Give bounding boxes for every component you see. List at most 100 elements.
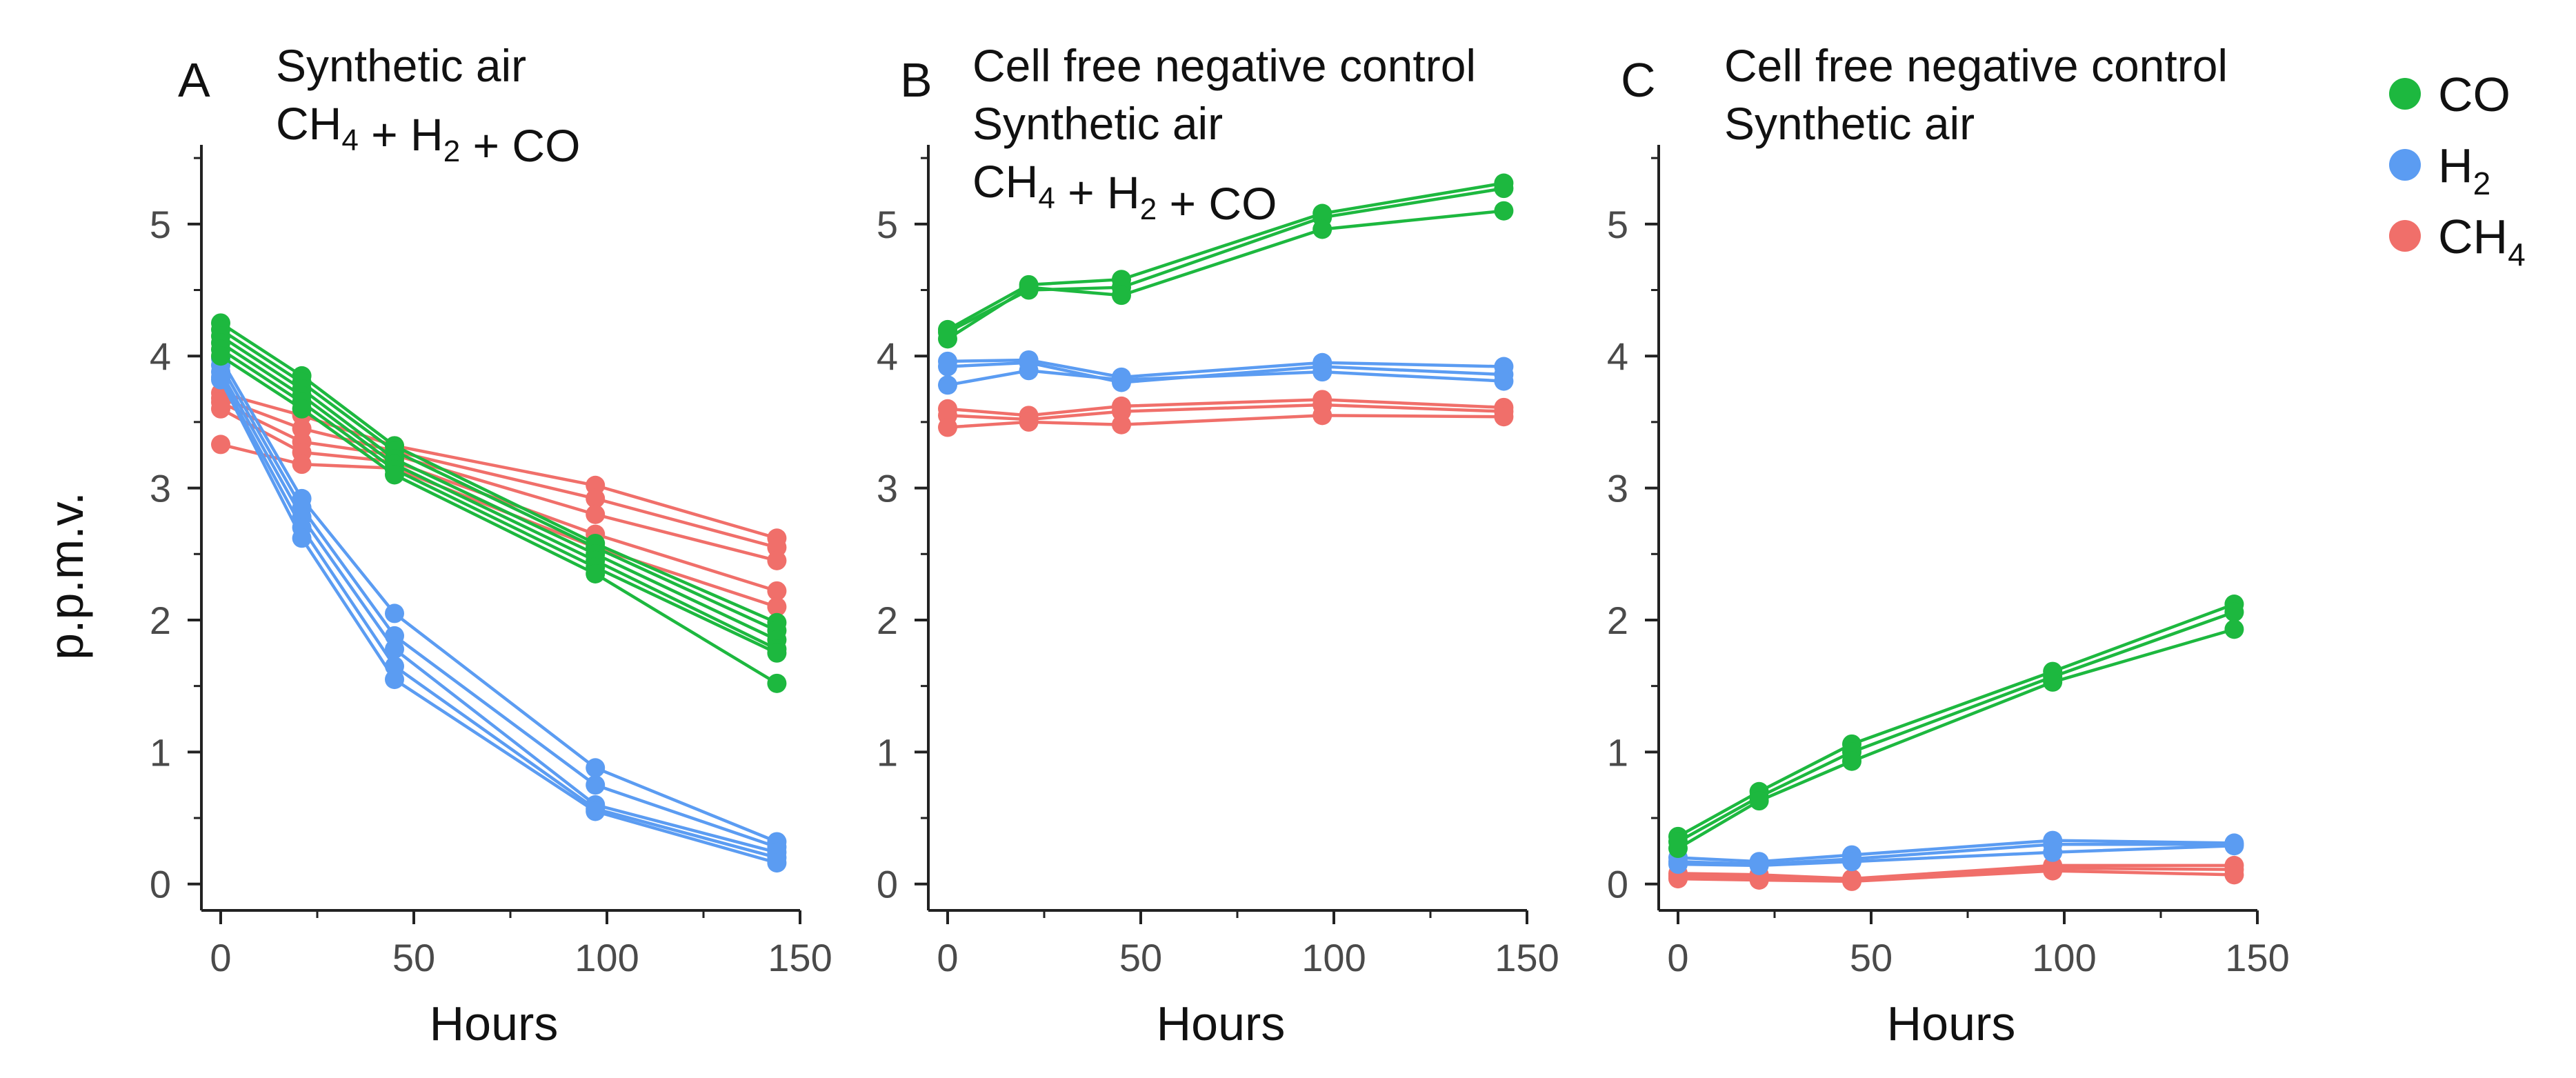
y-tick-label: 5 xyxy=(877,203,898,246)
y-tick-label: 3 xyxy=(877,467,898,510)
series-h2 xyxy=(1668,836,2244,875)
x-tick-label: 150 xyxy=(2225,936,2289,979)
data-point xyxy=(767,537,787,557)
series-ch4 xyxy=(1668,861,2244,891)
data-point xyxy=(938,357,957,377)
legend-label: H2 xyxy=(2438,139,2490,201)
legend-item-h2: H2 xyxy=(2389,139,2490,201)
data-point xyxy=(1494,407,1514,427)
data-point xyxy=(385,639,404,659)
series-h2 xyxy=(938,361,1514,395)
legend-marker xyxy=(2389,220,2421,252)
data-point xyxy=(2224,602,2244,622)
data-point xyxy=(211,346,230,366)
data-point xyxy=(767,597,787,617)
data-point xyxy=(385,603,404,623)
x-tick-label: 100 xyxy=(575,936,639,979)
series-co xyxy=(211,313,787,632)
data-point xyxy=(292,528,312,548)
x-tick-label: 0 xyxy=(937,936,958,979)
data-point xyxy=(938,329,957,349)
x-tick-label: 50 xyxy=(1119,936,1162,979)
y-tick-label: 0 xyxy=(877,863,898,906)
y-tick-label: 4 xyxy=(877,335,898,378)
data-point xyxy=(767,643,787,663)
panel-title-line: Synthetic air xyxy=(972,98,1223,149)
y-tick-label: 4 xyxy=(150,335,171,378)
data-point xyxy=(2043,842,2063,862)
x-tick-label: 150 xyxy=(768,936,832,979)
series-line xyxy=(1677,628,2235,850)
data-point xyxy=(1112,415,1131,435)
legend-label: CO xyxy=(2438,68,2510,121)
data-point xyxy=(586,801,606,821)
y-tick-label: 1 xyxy=(150,730,171,774)
x-tick-label: 50 xyxy=(1850,936,1893,979)
data-point xyxy=(1312,362,1332,382)
data-point xyxy=(586,475,606,495)
data-point xyxy=(211,399,230,419)
series-ch4 xyxy=(938,406,1514,437)
y-tick-label: 2 xyxy=(150,599,171,642)
panel-title-line: CH4 + H2 + CO xyxy=(972,156,1277,229)
data-point xyxy=(938,417,957,437)
data-point xyxy=(2043,861,2063,881)
y-tick-label: 4 xyxy=(1607,335,1628,378)
series-line xyxy=(946,209,1504,341)
data-point xyxy=(2043,672,2063,692)
data-point xyxy=(385,465,404,485)
series-h2 xyxy=(211,370,787,873)
x-tick-label: 100 xyxy=(2032,936,2096,979)
legend-item-co: CO xyxy=(2389,68,2510,121)
series-co xyxy=(1668,619,2244,859)
data-point xyxy=(292,455,312,475)
data-point xyxy=(292,399,312,419)
y-tick-label: 2 xyxy=(877,599,898,642)
data-point xyxy=(1668,839,1688,859)
data-point xyxy=(1749,855,1769,875)
panel-title-line: CH4 + H2 + CO xyxy=(276,98,580,171)
data-point xyxy=(586,563,606,583)
data-point xyxy=(1112,401,1131,421)
data-point xyxy=(1312,219,1332,239)
y-tick-label: 3 xyxy=(1607,467,1628,510)
data-point xyxy=(767,853,787,873)
data-point xyxy=(1312,406,1332,426)
x-tick-label: 150 xyxy=(1495,936,1559,979)
panel-letter: A xyxy=(178,53,210,107)
series-co xyxy=(211,346,787,693)
y-tick-label: 1 xyxy=(1607,730,1628,774)
data-point xyxy=(1842,871,1861,891)
y-tick-label: 0 xyxy=(1607,863,1628,906)
data-point xyxy=(586,488,606,508)
panel-title-line: Cell free negative control xyxy=(1724,40,2228,91)
data-point xyxy=(586,775,606,795)
y-axis-label: p.p.m.v. xyxy=(39,492,93,660)
data-point xyxy=(1668,855,1688,875)
data-point xyxy=(1112,286,1131,306)
data-point xyxy=(1019,361,1039,381)
data-point xyxy=(292,419,312,439)
y-tick-label: 0 xyxy=(150,863,171,906)
legend-item-ch4: CH4 xyxy=(2389,210,2526,272)
y-tick-label: 3 xyxy=(150,467,171,510)
data-point xyxy=(1112,370,1131,390)
series-co xyxy=(1668,602,2244,852)
y-tick-label: 1 xyxy=(877,730,898,774)
data-point xyxy=(385,670,404,690)
data-point xyxy=(1668,869,1688,889)
data-point xyxy=(767,673,787,693)
x-tick-label: 0 xyxy=(1667,936,1688,979)
panel-title-line: Synthetic air xyxy=(1724,98,1975,149)
data-point xyxy=(1019,277,1039,297)
series-co xyxy=(938,201,1514,349)
data-point xyxy=(938,375,957,395)
legend-marker xyxy=(2389,78,2421,110)
y-tick-label: 5 xyxy=(1607,203,1628,246)
legend: CO H2 CH4 xyxy=(2389,68,2526,272)
x-tick-label: 100 xyxy=(1301,936,1366,979)
data-point xyxy=(1494,179,1514,199)
